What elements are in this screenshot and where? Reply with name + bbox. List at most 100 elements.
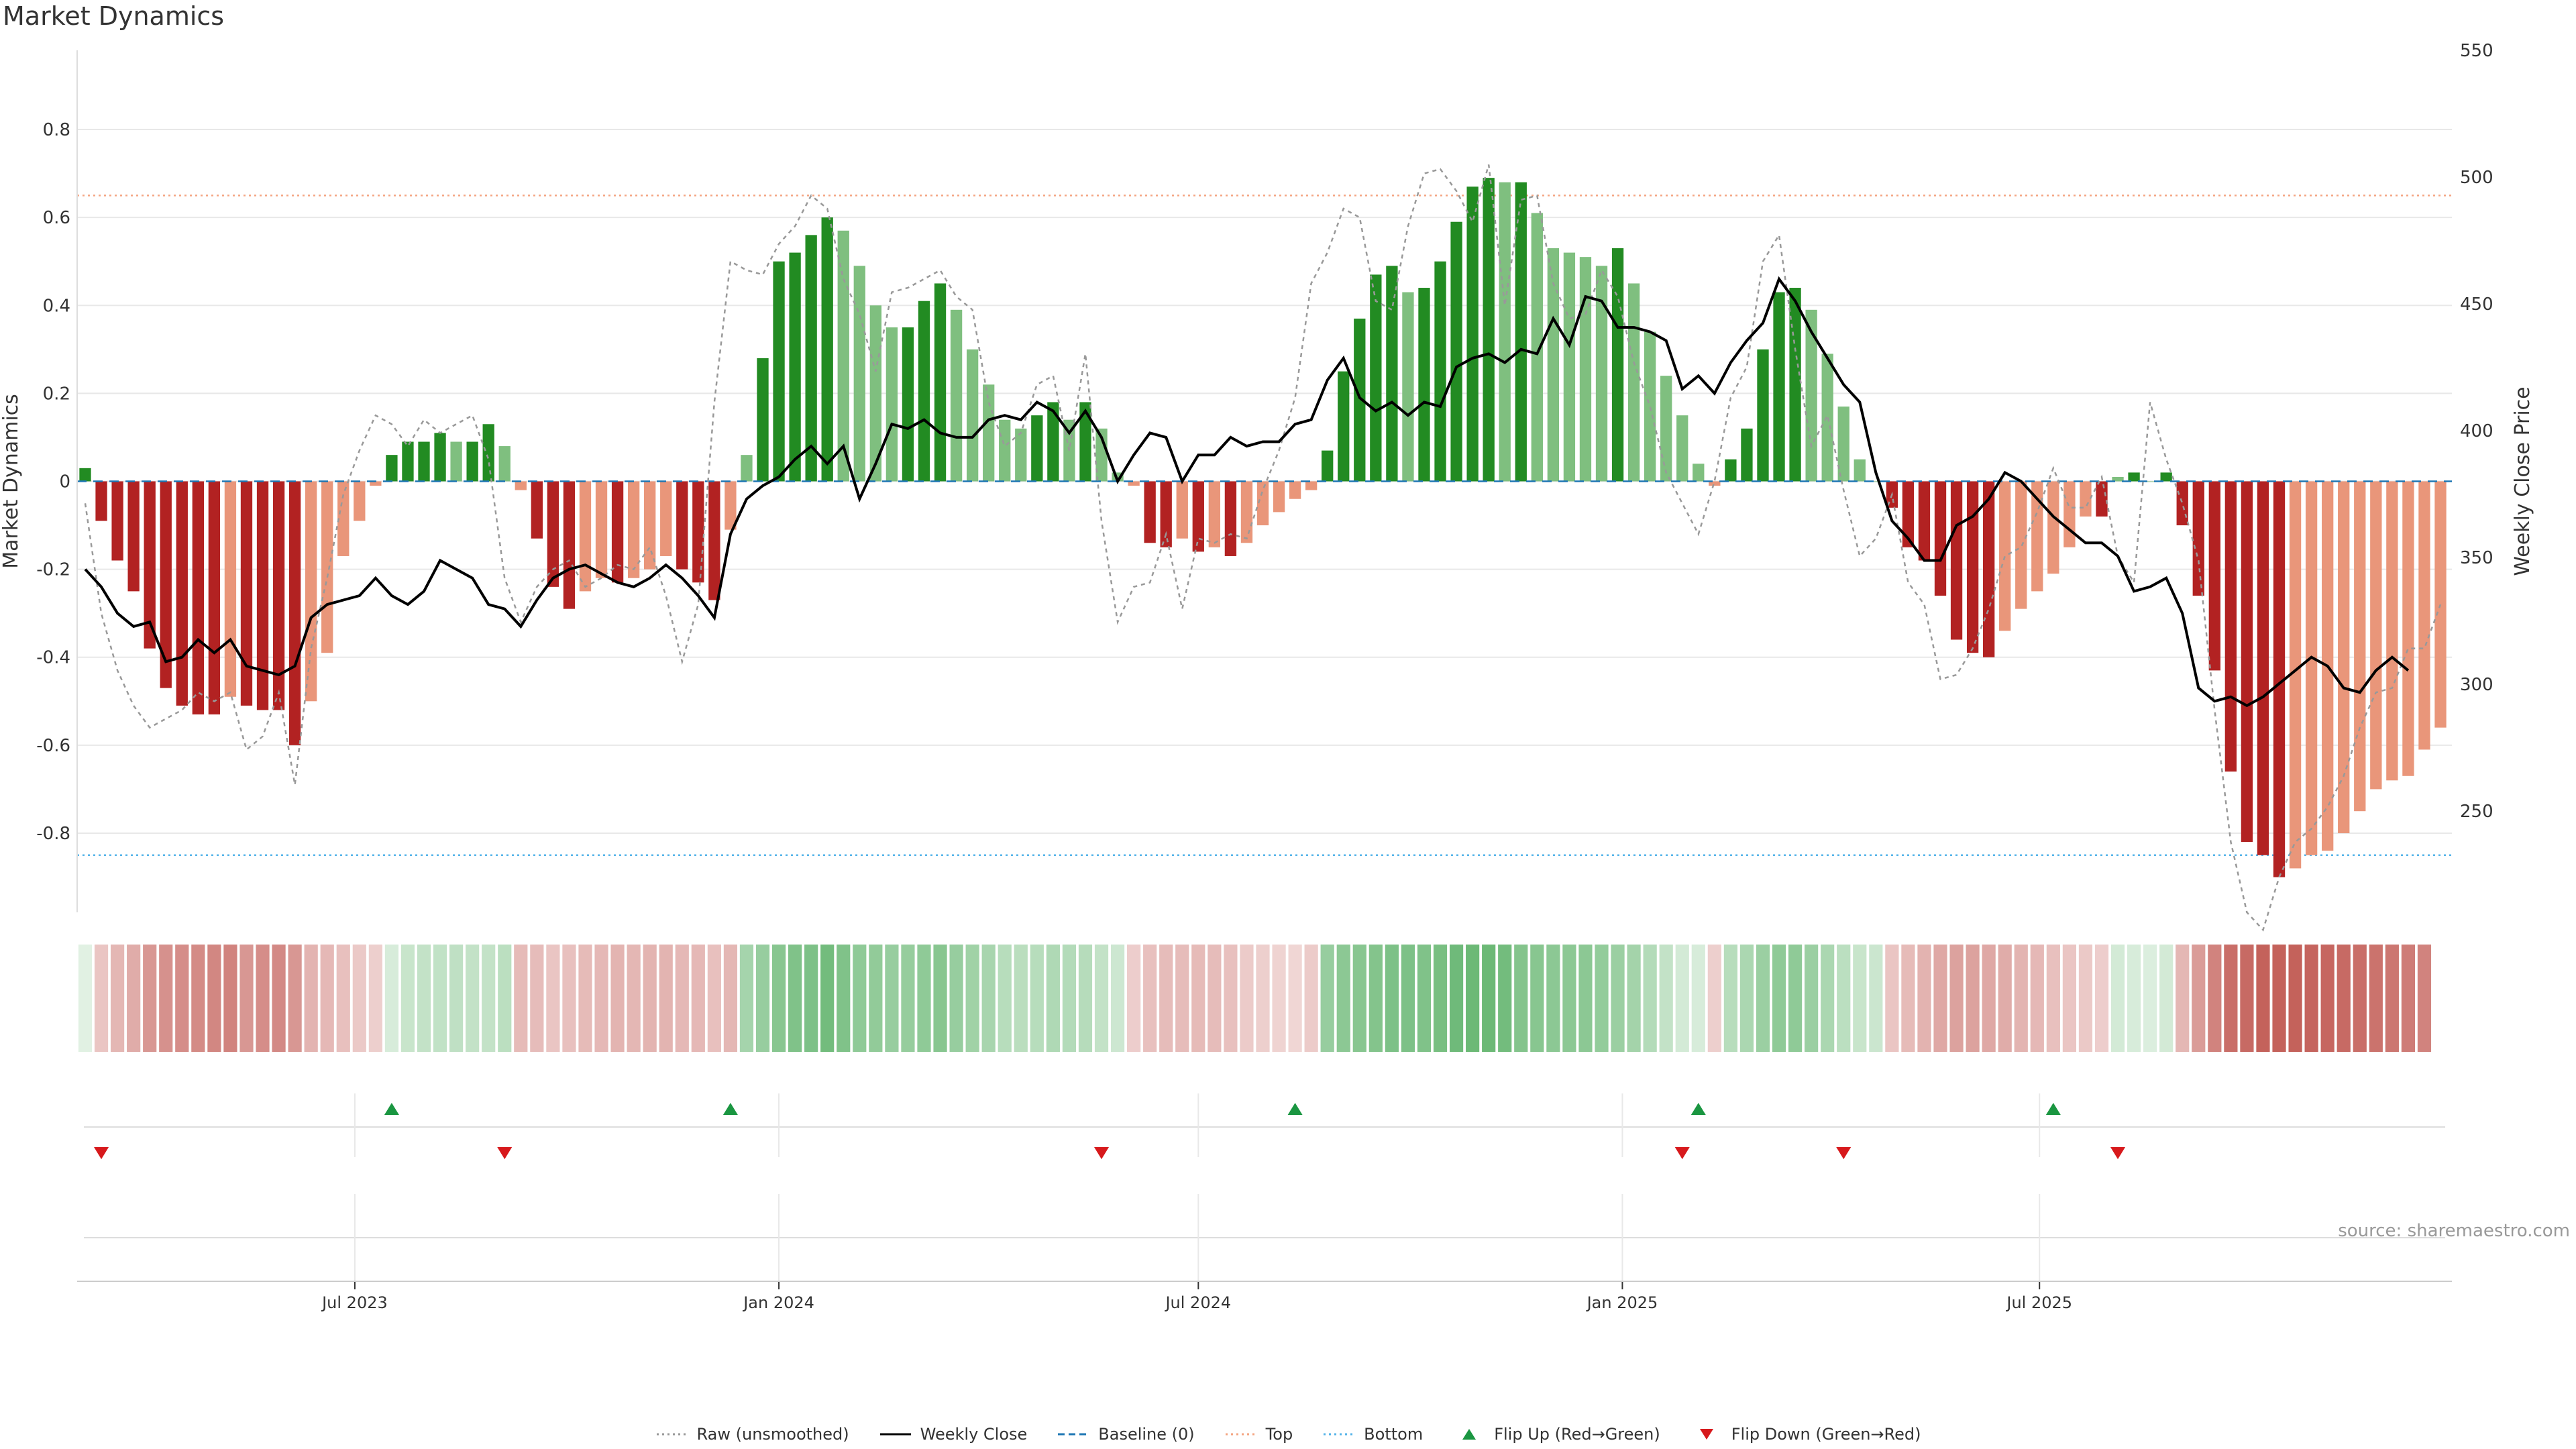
strip-cell [2417, 945, 2432, 1052]
strip-cell [707, 945, 721, 1052]
strip-cell [594, 945, 608, 1052]
strip-cell [1675, 945, 1689, 1052]
bar [1128, 481, 1140, 486]
bar [2096, 481, 2108, 517]
bar [1918, 481, 1931, 561]
strip-cell [755, 945, 770, 1052]
y2-tick-label: 450 [2460, 294, 2493, 315]
y2-tick-label: 350 [2460, 548, 2493, 568]
bar [885, 327, 898, 482]
y2-tick-label: 400 [2460, 421, 2493, 441]
bar [950, 309, 963, 482]
bar [1466, 186, 1479, 482]
strip-cell [820, 945, 835, 1052]
strip-cell [1659, 945, 1673, 1052]
x-tick-label: Jul 2023 [321, 1293, 388, 1312]
bar [2305, 481, 2318, 855]
strip-cell [304, 945, 318, 1052]
strip-cell [1191, 945, 1205, 1052]
strip-cell [2256, 945, 2270, 1052]
bar [1805, 309, 1817, 482]
bar [1950, 481, 1963, 640]
strip-cell [1707, 945, 1721, 1052]
bar [2257, 481, 2269, 855]
bar [999, 419, 1011, 482]
dotted-line-icon [1324, 1433, 1355, 1436]
strip-cell [546, 945, 560, 1052]
bar [1015, 428, 1027, 482]
strip-cell [917, 945, 931, 1052]
strip-cell [804, 945, 818, 1052]
bar [1821, 354, 1833, 482]
strip-cell [1627, 945, 1641, 1052]
legend-item: Top [1224, 1425, 1293, 1444]
y2-tick-label: 500 [2460, 168, 2493, 188]
source-credit: source: sharemaestro.com [2338, 1221, 2570, 1241]
strip-cell [320, 945, 334, 1052]
flip-down-marker [94, 1147, 109, 1159]
strip-cell [272, 945, 286, 1052]
triangle-down-icon [1699, 1429, 1713, 1440]
bar [402, 441, 414, 482]
bar [2241, 481, 2253, 843]
bar [1837, 407, 1849, 482]
bar [1693, 464, 1705, 482]
flip-down-marker [1836, 1147, 1851, 1159]
y-tick-label: 0.8 [43, 120, 70, 140]
strip-cell [530, 945, 544, 1052]
bar [1499, 182, 1511, 482]
bar [1789, 288, 1801, 482]
legend-label: Baseline (0) [1098, 1425, 1195, 1444]
bar [692, 481, 704, 583]
bar [1031, 415, 1043, 482]
bar [1773, 292, 1785, 482]
bar [595, 481, 608, 578]
strip-cell [998, 945, 1012, 1052]
bar [1709, 481, 1721, 486]
bar [2192, 481, 2204, 596]
strip-cell [1208, 945, 1222, 1052]
bar [1999, 481, 2011, 631]
strip-cell [1256, 945, 1270, 1052]
bar [1079, 402, 1091, 482]
bar [660, 481, 672, 556]
y-tick-label: 0.2 [43, 384, 70, 404]
strip-cell [2110, 945, 2125, 1052]
strip-cell [627, 945, 641, 1052]
strip-cell [1449, 945, 1464, 1052]
strip-cell [1288, 945, 1302, 1052]
y-tick-label: 0 [59, 472, 70, 492]
x-tick-label: Jan 2024 [742, 1293, 814, 1312]
strip-cell [1546, 945, 1560, 1052]
strip-cell [78, 945, 93, 1052]
bar [1854, 459, 1866, 482]
strip-cell [2304, 945, 2318, 1052]
bar [2160, 472, 2172, 482]
strip-cell [643, 945, 657, 1052]
bar [2015, 481, 2027, 609]
bar [1644, 331, 1656, 482]
strip-cell [1917, 945, 1931, 1052]
strip-cell [1385, 945, 1399, 1052]
bar [354, 481, 366, 521]
y-tick-label: -0.2 [36, 560, 70, 580]
bar [127, 481, 140, 592]
bar [1725, 459, 1737, 482]
dashed-line-icon [1058, 1433, 1089, 1436]
flip-up-marker [722, 1103, 738, 1115]
bar [418, 441, 430, 482]
bar [708, 481, 720, 600]
strip-cell [771, 945, 786, 1052]
bar [869, 305, 882, 482]
legend-item: Flip Down (Green→Red) [1690, 1425, 1921, 1444]
strip-cell [368, 945, 382, 1052]
strip-cell [1723, 945, 1737, 1052]
strip-cell [336, 945, 350, 1052]
bar [757, 358, 769, 482]
bar [192, 481, 204, 714]
flip-up-marker [1287, 1103, 1303, 1115]
strip-cell [207, 945, 221, 1052]
bar [1757, 349, 1769, 482]
bar [2370, 481, 2382, 790]
flip-up-marker [384, 1103, 399, 1115]
